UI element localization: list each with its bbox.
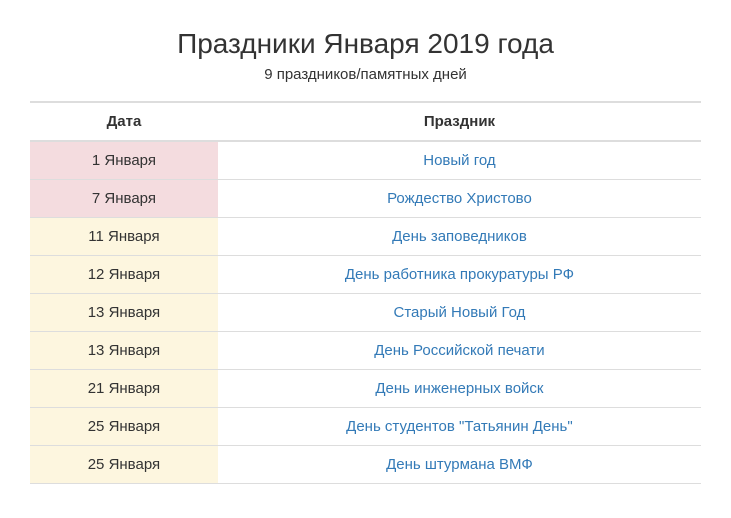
holiday-cell: День Российской печати	[218, 332, 701, 370]
col-header-holiday: Праздник	[218, 102, 701, 141]
date-cell: 21 Января	[30, 370, 218, 408]
page-subtitle: 9 праздников/памятных дней	[30, 66, 701, 83]
holiday-link[interactable]: День студентов "Татьянин День"	[346, 418, 573, 435]
table-row: 13 Января День Российской печати	[30, 332, 701, 370]
date-cell: 1 Января	[30, 141, 218, 180]
holiday-cell: Рождество Христово	[218, 180, 701, 218]
date-cell: 13 Января	[30, 294, 218, 332]
holiday-link[interactable]: Старый Новый Год	[393, 304, 525, 321]
date-cell: 12 Января	[30, 256, 218, 294]
holiday-link[interactable]: День штурмана ВМФ	[386, 456, 533, 473]
table-row: 25 Января День штурмана ВМФ	[30, 446, 701, 484]
date-cell: 25 Января	[30, 446, 218, 484]
table-row: 25 Января День студентов "Татьянин День"	[30, 408, 701, 446]
holiday-link[interactable]: День заповедников	[392, 228, 527, 245]
holiday-cell: Новый год	[218, 141, 701, 180]
table-row: 1 Января Новый год	[30, 141, 701, 180]
date-cell: 11 Января	[30, 218, 218, 256]
table-row: 12 Января День работника прокуратуры РФ	[30, 256, 701, 294]
holiday-link[interactable]: День работника прокуратуры РФ	[345, 266, 574, 283]
holiday-link[interactable]: Рождество Христово	[387, 190, 532, 207]
holiday-cell: День инженерных войск	[218, 370, 701, 408]
holiday-cell: День штурмана ВМФ	[218, 446, 701, 484]
holiday-link[interactable]: День Российской печати	[374, 342, 544, 359]
page-title: Праздники Января 2019 года	[30, 28, 701, 60]
date-cell: 25 Января	[30, 408, 218, 446]
date-cell: 13 Января	[30, 332, 218, 370]
holiday-link[interactable]: День инженерных войск	[375, 380, 543, 397]
table-row: 7 Января Рождество Христово	[30, 180, 701, 218]
table-row: 13 Января Старый Новый Год	[30, 294, 701, 332]
table-row: 21 Января День инженерных войск	[30, 370, 701, 408]
holiday-link[interactable]: Новый год	[423, 152, 495, 169]
table-row: 11 Января День заповедников	[30, 218, 701, 256]
date-cell: 7 Января	[30, 180, 218, 218]
holiday-cell: День студентов "Татьянин День"	[218, 408, 701, 446]
col-header-date: Дата	[30, 102, 218, 141]
holidays-table: Дата Праздник 1 Января Новый год 7 Января Р…	[30, 101, 701, 484]
holiday-cell: Старый Новый Год	[218, 294, 701, 332]
holiday-cell: День заповедников	[218, 218, 701, 256]
table-header-row: Дата Праздник	[30, 102, 701, 141]
holiday-cell: День работника прокуратуры РФ	[218, 256, 701, 294]
